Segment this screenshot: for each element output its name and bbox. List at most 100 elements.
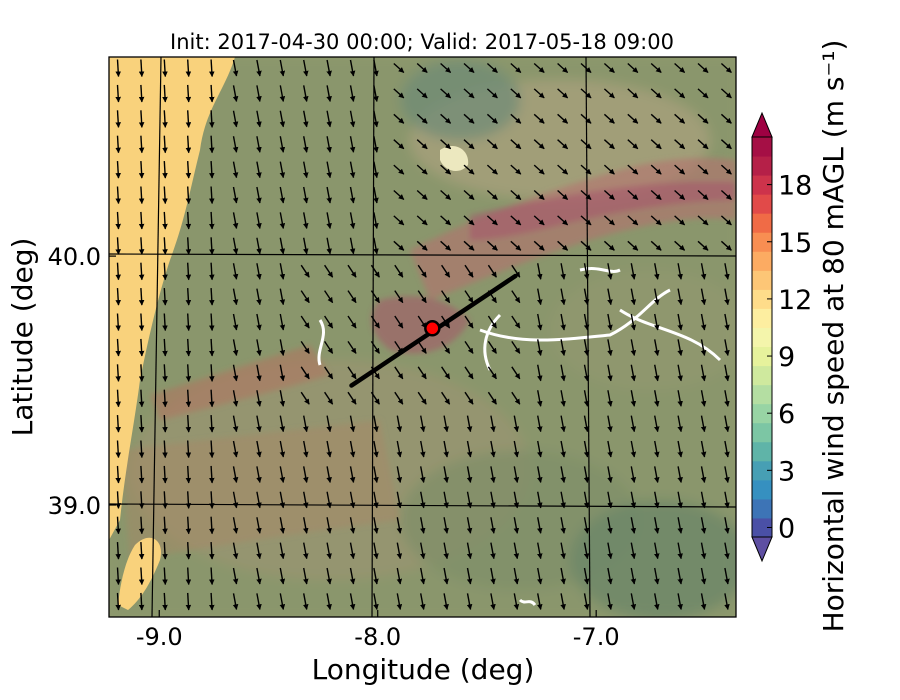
graticule — [109, 57, 736, 617]
wind-arrow — [654, 364, 660, 382]
wind-arrow — [256, 390, 262, 407]
wind-arrow — [115, 516, 121, 535]
wind-arrow — [209, 161, 215, 179]
colorbar-label: Horizontal wind speed at 80 mAGL (m s⁻¹) — [817, 40, 850, 633]
wind-arrow — [441, 366, 451, 380]
wind-arrow — [700, 466, 707, 483]
wind-arrow — [630, 313, 637, 331]
wind-arrow — [700, 593, 707, 610]
wind-arrow — [510, 139, 522, 150]
wind-arrow — [490, 517, 496, 534]
wind-arrow — [650, 62, 662, 74]
wind-arrow — [627, 139, 639, 150]
wind-arrow — [630, 542, 637, 560]
wind-arrow — [466, 466, 473, 483]
wind-arrow — [138, 110, 145, 128]
wind-arrow — [487, 341, 497, 354]
wind-arrow — [324, 315, 334, 329]
wind-arrow — [533, 215, 545, 226]
wind-arrow — [326, 186, 332, 204]
wind-arrow — [209, 465, 215, 484]
wind-arrow — [303, 542, 309, 560]
wind-arrow — [232, 339, 239, 356]
wind-arrow — [138, 84, 145, 103]
wind-arrow — [650, 139, 662, 150]
wind-arrow — [654, 567, 660, 585]
wind-arrow — [677, 593, 683, 610]
wind-arrow — [627, 113, 639, 124]
wind-arrow — [677, 491, 683, 509]
wind-arrow — [674, 88, 686, 99]
wind-arrow — [463, 240, 475, 251]
wind-arrow — [674, 113, 686, 124]
wind-arrow — [677, 440, 683, 458]
wind-arrow — [420, 415, 426, 433]
wind-arrow — [162, 567, 168, 586]
wind-arrow — [209, 237, 215, 255]
wind-arrow — [630, 263, 637, 280]
wind-arrow — [185, 516, 192, 535]
wind-arrow — [486, 113, 498, 124]
wind-arrow — [583, 313, 590, 331]
wind-arrow — [630, 339, 637, 356]
wind-arrow — [700, 567, 707, 585]
wind-arrow — [700, 440, 707, 458]
wind-arrow — [697, 139, 709, 150]
wind-arrow — [326, 593, 332, 610]
wind-arrow — [138, 186, 145, 205]
x-tick-label: -8.0 — [354, 623, 401, 651]
wind-arrow — [557, 113, 569, 124]
wind-arrow — [463, 88, 475, 99]
wind-arrow — [510, 189, 522, 201]
y-tick-label: 39.0 — [48, 492, 101, 520]
wind-arrow — [537, 364, 543, 382]
wind-arrow — [138, 338, 145, 357]
wind-arrow — [724, 440, 730, 458]
wind-arrow — [162, 338, 168, 357]
wind-arrow — [630, 415, 637, 433]
wind-arrow — [463, 62, 475, 74]
wind-arrow — [115, 592, 121, 611]
wind-arrow — [138, 415, 145, 433]
wind-arrow — [607, 339, 613, 356]
wind-arrow — [513, 466, 520, 483]
wind-arrow — [583, 415, 590, 433]
wind-arrow — [490, 567, 496, 585]
wind-arrow — [279, 85, 286, 102]
x-tick-label: -9.0 — [136, 623, 183, 651]
wind-arrow — [115, 262, 121, 281]
wind-arrow — [396, 542, 403, 560]
wind-arrow — [162, 211, 168, 230]
wind-arrow — [232, 364, 239, 382]
wind-arrow — [209, 262, 215, 281]
wind-arrow — [303, 110, 309, 128]
wind-arrow — [185, 542, 192, 560]
wind-arrow — [697, 164, 709, 175]
wind-arrow — [326, 517, 332, 534]
wind-arrow — [209, 59, 215, 78]
wind-arrow — [720, 113, 732, 124]
wind-arrow — [537, 517, 543, 534]
wind-arrow — [209, 135, 215, 154]
wind-arrow — [724, 542, 730, 560]
wind-arrow — [674, 240, 686, 251]
wind-arrow — [580, 240, 592, 251]
wind-arrow — [537, 415, 543, 433]
wind-arrow — [724, 339, 730, 356]
wind-arrow — [349, 212, 356, 229]
wind-arrow — [349, 136, 356, 153]
wind-arrow — [256, 440, 262, 458]
wind-arrow — [256, 186, 262, 204]
wind-arrow — [603, 189, 615, 201]
wind-arrow — [583, 517, 590, 534]
wind-arrow — [510, 215, 522, 226]
wind-arrow — [697, 240, 709, 251]
wind-arrow — [417, 341, 427, 354]
wind-arrow — [677, 415, 683, 433]
wind-arrow — [607, 517, 613, 534]
wind-arrow — [209, 84, 215, 103]
wind-arrow — [115, 338, 121, 357]
wind-arrow — [697, 189, 709, 201]
wind-arrow — [557, 240, 569, 251]
wind-arrow — [373, 593, 379, 610]
